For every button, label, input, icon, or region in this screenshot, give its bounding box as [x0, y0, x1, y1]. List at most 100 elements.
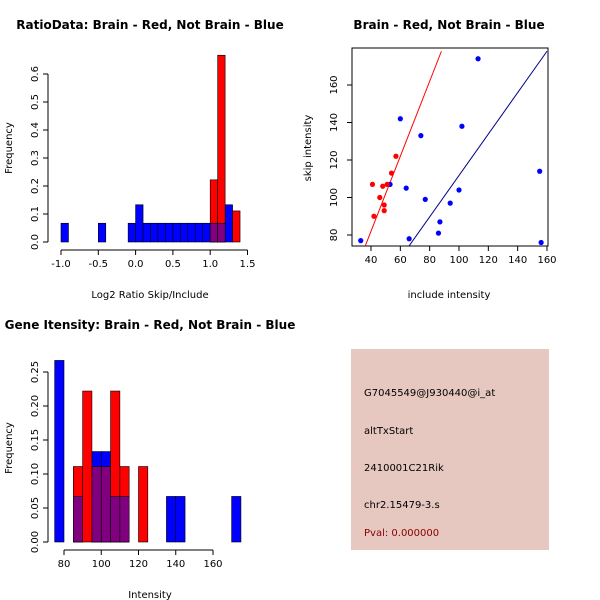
ratio-x-tick-label: 1.5 [240, 259, 256, 270]
info-panel-background [351, 349, 549, 550]
ratio-bar-brain [232, 210, 241, 243]
intensity-y-tick-label: 0.05 [30, 497, 41, 519]
scatter-y-tick-label: 120 [329, 150, 340, 169]
scatter-title: Brain - Red, Not Brain - Blue [353, 18, 544, 32]
ratio-histogram-title: RatioData: Brain - Red, Not Brain - Blue [16, 18, 283, 32]
brain-point [380, 183, 386, 189]
intensity-bar-not-brain [54, 360, 65, 543]
not-brain-point [447, 200, 453, 206]
not-brain-point [435, 230, 442, 236]
intensity-x-tick-label: 80 [58, 559, 71, 570]
ratio-bar-not-brain [165, 222, 174, 243]
intensity-histogram-ylabel: Frequency [4, 422, 15, 474]
brain-point [384, 181, 390, 187]
brain-point [381, 208, 387, 214]
ratio-y-tick-label: 0.3 [30, 150, 41, 166]
ratio-x-tick-label: 1.0 [202, 259, 218, 270]
info-pval: Pval: 0.000000 [364, 528, 439, 539]
intensity-histogram: Gene Itensity: Brain - Red, Not Brain - … [4, 318, 295, 600]
scatter-x-tick-label: 60 [394, 255, 407, 266]
ratio-bar-not-brain [224, 204, 233, 243]
not-brain-point [437, 219, 443, 225]
info-location: chr2.15479-3.s [364, 500, 440, 511]
scatter-y-tick-label: 160 [329, 75, 340, 94]
intensity-bar-overlap [110, 496, 121, 543]
info-probe-id: G7045549@J930440@i_at [364, 388, 495, 399]
brain-point [381, 202, 387, 208]
ratio-bar-not-brain [135, 204, 144, 243]
intensity-bar-not-brain [231, 496, 242, 543]
not-brain-point [397, 116, 403, 122]
intensity-bar-overlap [91, 466, 102, 543]
intensity-histogram-title: Gene Itensity: Brain - Red, Not Brain - … [5, 318, 296, 332]
brain-point [393, 153, 399, 159]
not-brain-point [538, 239, 544, 246]
intensity-y-tick-label: 0.10 [30, 463, 41, 485]
ratio-bar-not-brain [202, 222, 211, 243]
ratio-bar-not-brain [98, 222, 107, 243]
scatter-x-tick-label: 40 [365, 255, 378, 266]
scatter-x-tick-label: 100 [449, 255, 468, 266]
not-brain-point [537, 168, 543, 174]
not-brain-point [456, 187, 462, 193]
ratio-x-tick-label: -0.5 [89, 259, 109, 270]
intensity-bar-brain [138, 466, 149, 543]
ratio-y-tick-label: 0.2 [30, 178, 41, 194]
not-brain-point [459, 123, 465, 129]
scatter-y-tick-label: 100 [329, 188, 340, 207]
intensity-scatter: Brain - Red, Not Brain - Blue 40 60 80 100 1… [303, 18, 557, 301]
intensity-y-tick-label: 0.20 [30, 395, 41, 417]
intensity-x-tick-label: 120 [129, 559, 148, 570]
scatter-ylabel: skip intensity [303, 115, 314, 182]
ratio-y-tick-label: 0.5 [30, 94, 41, 110]
ratio-histogram: RatioData: Brain - Red, Not Brain - Blue… [4, 18, 284, 301]
scatter-xlabel: include intensity [408, 290, 491, 301]
ratio-y-tick-label: 0.1 [30, 206, 41, 222]
ratio-bar-not-brain [180, 222, 189, 243]
scatter-plot-box [351, 47, 549, 247]
not-brain-point [475, 56, 481, 62]
ratio-bar-not-brain [127, 222, 136, 243]
scatter-x-tick-label: 160 [537, 255, 556, 266]
intensity-histogram-xlabel: Intensity [128, 590, 172, 600]
intensity-bar-brain [82, 390, 93, 543]
ratio-bar-not-brain [172, 222, 181, 243]
ratio-y-tick-label: 0.0 [30, 234, 41, 250]
ratio-x-tick-label: 0.0 [128, 259, 144, 270]
ratio-histogram-xlabel: Log2 Ratio Skip/Include [91, 290, 208, 301]
not-brain-fit-line [408, 50, 548, 246]
intensity-bar-overlap [73, 496, 83, 543]
scatter-x-tick-label: 120 [479, 255, 498, 266]
ratio-bar-overlap [217, 222, 226, 243]
ratio-bar-not-brain [157, 222, 166, 243]
ratio-histogram-ylabel: Frequency [4, 122, 15, 174]
intensity-x-tick-label: 100 [92, 559, 111, 570]
ratio-x-tick-label: 0.5 [165, 259, 181, 270]
ratio-bar-not-brain [150, 222, 159, 243]
ratio-x-tick-label: -1.0 [51, 259, 71, 270]
info-event-type: altTxStart [364, 426, 413, 437]
ratio-y-tick-label: 0.6 [30, 66, 41, 82]
intensity-bar-overlap [119, 496, 130, 543]
brain-point [371, 213, 377, 219]
intensity-y-tick-label: 0.15 [30, 429, 41, 451]
ratio-bar-not-brain [60, 222, 69, 243]
brain-point [388, 170, 395, 176]
not-brain-point [358, 238, 364, 244]
intensity-y-tick-label: 0.00 [30, 531, 41, 553]
scatter-y-tick-label: 140 [329, 113, 340, 132]
intensity-x-tick-label: 160 [203, 559, 222, 570]
intensity-x-tick-label: 140 [166, 559, 185, 570]
not-brain-point [418, 133, 424, 139]
intensity-bar-not-brain [166, 496, 177, 543]
scatter-x-tick-label: 140 [508, 255, 527, 266]
brain-point [377, 194, 383, 201]
not-brain-point [406, 236, 412, 242]
brain-point [369, 181, 376, 187]
info-gene-name: 2410001C21Rik [364, 463, 444, 474]
scatter-y-tick-label: 80 [329, 229, 340, 242]
ratio-y-tick-label: 0.4 [30, 122, 41, 138]
scatter-x-tick-label: 80 [423, 255, 436, 266]
ratio-bar-not-brain [194, 222, 204, 243]
